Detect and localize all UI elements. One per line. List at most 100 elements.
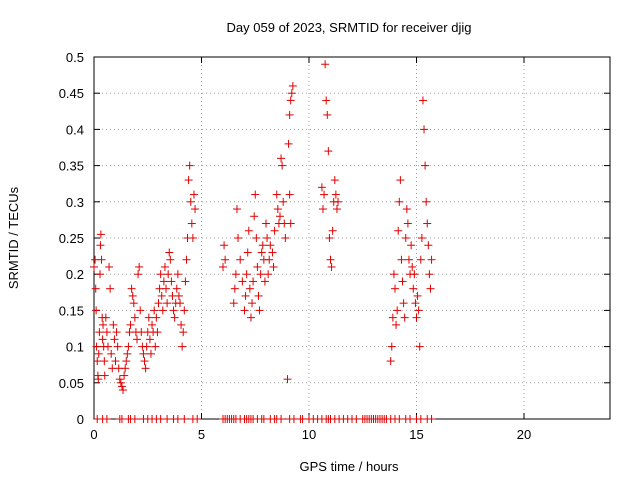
data-point xyxy=(422,197,431,206)
data-point xyxy=(170,313,179,322)
data-point xyxy=(92,306,101,315)
data-point xyxy=(416,255,425,264)
y-tick-label: 0.5 xyxy=(66,50,84,65)
data-point xyxy=(275,212,284,221)
data-point xyxy=(236,255,245,264)
data-point xyxy=(273,205,282,214)
data-point xyxy=(328,226,337,235)
data-point xyxy=(396,176,405,185)
data-point xyxy=(411,299,420,308)
y-tick-label: 0.25 xyxy=(59,231,84,246)
data-point xyxy=(285,190,294,199)
data-point xyxy=(128,291,137,300)
data-point xyxy=(93,357,102,366)
data-point xyxy=(97,255,106,264)
data-point xyxy=(330,176,339,185)
data-point xyxy=(400,313,409,322)
data-point xyxy=(105,262,114,271)
data-point xyxy=(272,190,281,199)
data-point xyxy=(136,306,145,315)
data-point xyxy=(166,255,175,264)
data-point xyxy=(232,205,241,214)
data-point xyxy=(141,364,150,373)
data-point xyxy=(327,262,336,271)
data-point xyxy=(286,219,295,228)
data-point xyxy=(181,277,190,286)
y-tick-label: 0.45 xyxy=(59,86,84,101)
data-point xyxy=(392,320,401,329)
data-point xyxy=(173,270,182,279)
data-point xyxy=(286,96,295,105)
data-point xyxy=(176,299,184,308)
x-tick-label: 5 xyxy=(198,427,205,442)
data-point xyxy=(129,299,138,308)
data-point xyxy=(100,371,109,380)
data-point xyxy=(332,205,341,214)
data-point xyxy=(322,96,331,105)
data-point xyxy=(92,342,101,351)
data-point xyxy=(326,255,335,264)
data-point xyxy=(246,313,255,322)
data-point xyxy=(250,212,259,221)
data-point xyxy=(240,306,249,315)
data-point xyxy=(321,60,330,69)
grid-lines xyxy=(94,57,610,419)
zero-point xyxy=(180,415,189,423)
data-point xyxy=(150,306,159,315)
data-point xyxy=(409,284,418,293)
data-point xyxy=(262,219,270,228)
data-point xyxy=(397,255,406,264)
y-tick-label: 0.1 xyxy=(66,340,84,355)
data-point xyxy=(158,306,167,315)
data-point xyxy=(153,328,162,337)
data-point xyxy=(100,357,109,366)
data-point xyxy=(165,248,174,257)
data-point xyxy=(248,299,257,308)
data-point xyxy=(177,320,186,329)
data-point xyxy=(407,241,416,250)
x-tick-label: 15 xyxy=(409,427,423,442)
y-tick-label: 0 xyxy=(77,412,84,427)
data-point xyxy=(325,234,334,242)
y-tick-label: 0.2 xyxy=(66,267,84,282)
data-point xyxy=(159,277,168,286)
data-point xyxy=(393,306,402,315)
data-point xyxy=(426,284,435,293)
data-point xyxy=(424,241,433,250)
data-point xyxy=(94,349,103,358)
data-point xyxy=(281,234,290,242)
data-point xyxy=(164,270,173,279)
x-tick-label: 20 xyxy=(517,427,531,442)
data-point xyxy=(266,241,275,250)
data-point xyxy=(391,284,399,293)
data-point xyxy=(103,342,112,351)
data-point xyxy=(394,226,403,235)
data-point xyxy=(102,328,111,337)
data-point xyxy=(111,357,120,366)
data-point xyxy=(402,205,411,214)
data-point xyxy=(423,219,432,228)
y-axis-label: SRMTID / TECUs xyxy=(6,186,21,289)
data-point xyxy=(124,342,133,351)
data-point xyxy=(254,291,263,300)
y-tick-label: 0.35 xyxy=(59,159,84,174)
data-point xyxy=(256,270,265,279)
data-point xyxy=(334,197,343,206)
x-tick-label: 0 xyxy=(90,427,97,442)
data-points xyxy=(90,60,436,423)
data-point xyxy=(101,313,110,322)
data-point xyxy=(269,262,278,271)
data-point xyxy=(163,299,172,308)
data-point xyxy=(121,364,130,373)
data-point xyxy=(106,284,115,293)
data-point xyxy=(179,328,188,337)
data-point xyxy=(401,234,410,242)
data-point xyxy=(186,197,195,206)
data-point xyxy=(184,176,193,185)
data-point xyxy=(231,270,240,279)
data-point xyxy=(151,342,160,351)
data-point xyxy=(404,255,413,264)
data-point xyxy=(112,328,121,337)
data-point xyxy=(255,306,264,315)
data-point xyxy=(110,335,119,344)
